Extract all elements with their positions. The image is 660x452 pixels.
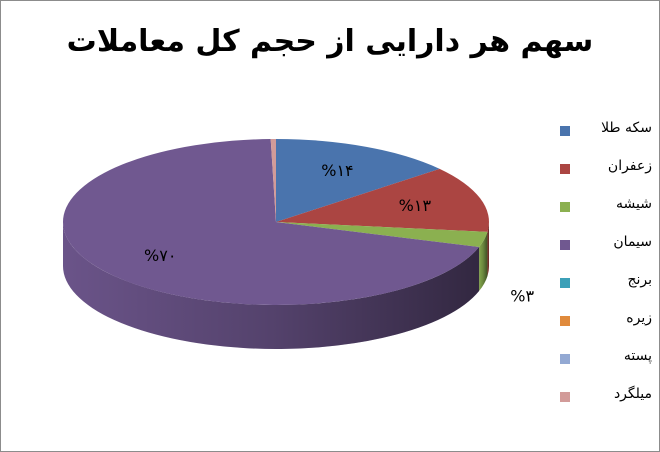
data-label: %۳ <box>510 287 534 306</box>
pie-slice <box>270 139 276 222</box>
legend-swatch <box>560 202 570 212</box>
pie-slice <box>62 139 480 306</box>
legend-item: زعفران <box>560 158 652 196</box>
legend-label: زعفران <box>607 158 652 174</box>
pie-slice-side-shade <box>63 222 480 349</box>
data-label: %۷۰ <box>144 246 176 265</box>
legend-item: سکه طلا <box>560 120 652 158</box>
legend-item: زیره <box>560 310 652 348</box>
legend-item: سیمان <box>560 234 652 272</box>
legend-item: شیشه <box>560 196 652 234</box>
legend-item: پسته <box>560 348 652 386</box>
legend-label: سیمان <box>613 234 652 250</box>
legend-swatch <box>560 316 570 326</box>
legend-label: شیشه <box>616 196 652 212</box>
legend-label: پسته <box>623 348 652 364</box>
legend-label: زیره <box>626 310 652 326</box>
legend-label: میلگرد <box>613 386 652 402</box>
legend-swatch <box>560 392 570 402</box>
legend-item: میلگرد <box>560 386 652 424</box>
pie-slice-side-shade <box>487 222 489 276</box>
pie-slice <box>276 168 490 232</box>
legend-item: برنج <box>560 272 652 310</box>
legend: سکه طلا زعفران شیشه سیمان برنج زیره پسته… <box>560 120 652 424</box>
data-label: %۱۴ <box>321 161 353 180</box>
pie-slice <box>276 222 488 248</box>
pie-slice <box>276 139 440 222</box>
legend-label: سکه طلا <box>601 120 652 136</box>
pie-slice-side-shade <box>479 231 488 292</box>
legend-swatch <box>560 126 570 136</box>
legend-label: برنج <box>627 272 652 288</box>
legend-swatch <box>560 240 570 250</box>
legend-swatch <box>560 164 570 174</box>
chart-title: سهم هر دارایی از حجم کل معاملات <box>66 24 594 59</box>
legend-swatch <box>560 354 570 364</box>
legend-swatch <box>560 278 570 288</box>
data-label: %۱۳ <box>399 196 432 215</box>
